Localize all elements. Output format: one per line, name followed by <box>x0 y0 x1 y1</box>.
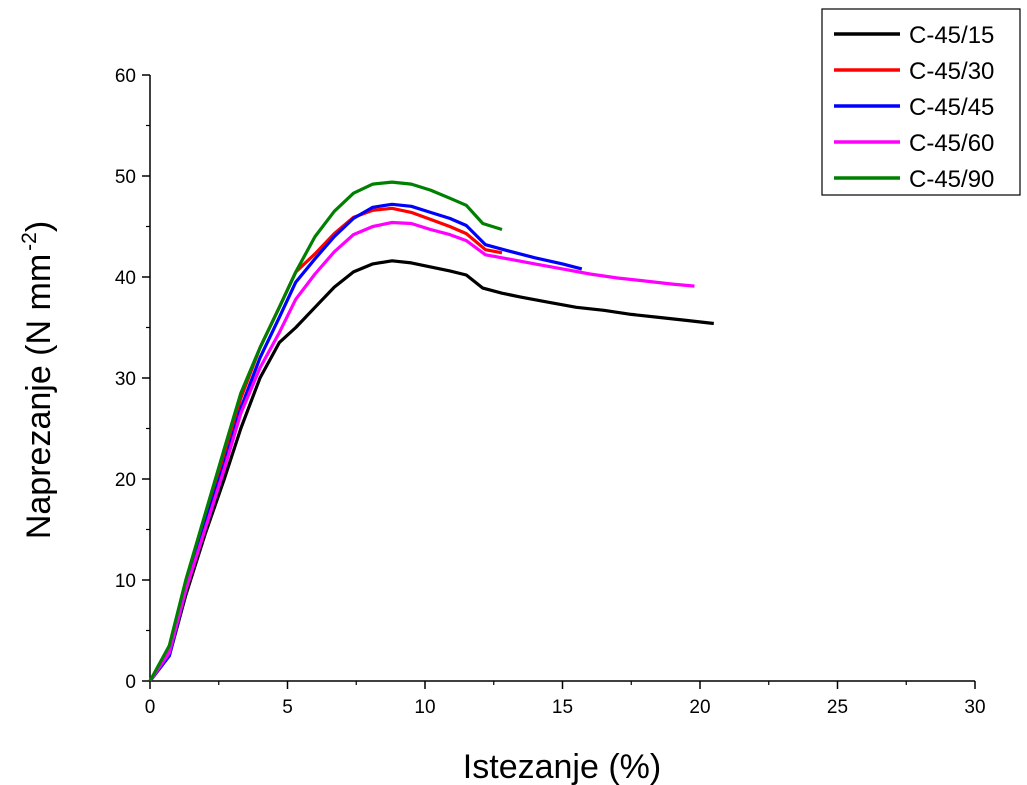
series-line-c-45-60 <box>148 220 695 682</box>
x-tick-label: 20 <box>689 697 710 718</box>
x-tick-label: 0 <box>145 697 156 718</box>
x-tick-label: 5 <box>282 697 293 718</box>
series-line-c-45-90 <box>148 180 503 682</box>
y-tick-label: 0 <box>125 672 136 693</box>
x-tick-label: 10 <box>414 697 435 718</box>
y-axis-title-superscript: -2 <box>18 232 41 251</box>
series-line-c-45-30 <box>148 206 503 682</box>
y-axis-title: Naprezanje (N mm -2) <box>18 221 58 539</box>
y-tick-label: 10 <box>115 571 136 592</box>
x-tick-label: 30 <box>964 697 985 718</box>
legend-label: C-45/45 <box>909 94 994 121</box>
y-tick-label: 60 <box>115 66 136 87</box>
y-axis-title-close: ) <box>20 221 58 232</box>
legend: C-45/15 C-45/30 C-45/45 C-45/60 C-45/90 <box>821 8 1021 196</box>
legend-label: C-45/60 <box>909 130 994 157</box>
x-tick-label: 15 <box>552 697 573 718</box>
y-tick-label: 30 <box>115 369 136 390</box>
y-axis-title-main: Naprezanje (N mm <box>20 254 58 539</box>
series-layer <box>148 180 714 682</box>
x-tick-label: 25 <box>827 697 848 718</box>
legend-label: C-45/90 <box>909 166 994 193</box>
legend-label: C-45/15 <box>909 22 994 49</box>
x-axis-title: Istezanje (%) <box>463 748 661 785</box>
plot-axes: 0 5 10 15 20 25 30 0 10 20 30 40 50 60 <box>115 66 986 718</box>
legend-label: C-45/30 <box>909 58 994 85</box>
series-line-c-45-15 <box>148 259 714 682</box>
legend-box <box>821 8 1021 196</box>
y-tick-label: 20 <box>115 470 136 491</box>
y-tick-label: 50 <box>115 167 136 188</box>
y-tick-label: 40 <box>115 268 136 289</box>
series-line-c-45-45 <box>148 202 583 682</box>
